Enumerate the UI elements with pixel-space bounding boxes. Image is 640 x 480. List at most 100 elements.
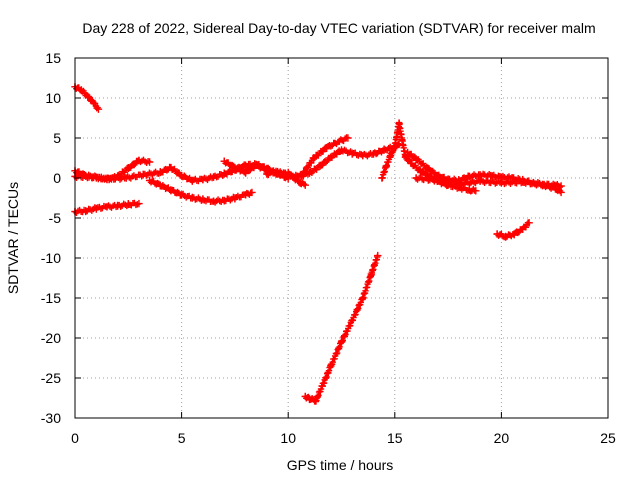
data-point	[316, 162, 324, 170]
data-point	[177, 191, 186, 199]
data-point	[209, 197, 218, 205]
data-point	[386, 151, 395, 160]
data-point	[318, 382, 327, 390]
data-point	[305, 395, 314, 403]
data-point	[465, 172, 474, 181]
data-point	[188, 194, 196, 202]
data-point	[145, 158, 154, 166]
series-arc4	[71, 199, 143, 216]
data-point	[337, 146, 346, 154]
series-arc13	[493, 219, 533, 241]
data-point	[322, 143, 331, 152]
data-point	[199, 195, 207, 204]
data-point	[327, 362, 335, 370]
data-point	[501, 232, 510, 241]
data-point	[476, 177, 484, 185]
data-point	[416, 167, 425, 175]
data-point	[94, 105, 103, 113]
data-point	[553, 185, 561, 193]
data-point	[344, 134, 352, 142]
data-point	[284, 171, 292, 180]
data-point	[263, 170, 271, 178]
x-tick-label: 25	[600, 430, 616, 446]
data-point	[493, 230, 501, 238]
data-point	[465, 186, 474, 194]
data-point	[403, 148, 412, 157]
data-point	[557, 188, 565, 197]
data-point	[312, 396, 320, 405]
x-tick-label: 20	[494, 430, 510, 446]
data-point	[199, 175, 207, 184]
data-point	[105, 175, 113, 183]
data-point	[337, 338, 346, 346]
data-point	[395, 119, 403, 128]
data-point	[540, 181, 548, 189]
x-tick-label: 15	[387, 430, 403, 446]
y-tick-label: -25	[41, 370, 61, 386]
data-point	[310, 154, 318, 162]
data-point	[209, 173, 218, 181]
data-point	[380, 146, 388, 154]
data-point	[135, 199, 143, 208]
data-point	[252, 161, 260, 169]
plot-area-frame	[74, 57, 609, 419]
data-point	[455, 180, 463, 189]
data-point	[103, 203, 111, 211]
y-tick-label: -5	[49, 210, 62, 226]
series-arc12	[412, 174, 565, 197]
data-point	[156, 181, 164, 189]
x-tick-label: 10	[280, 430, 296, 446]
data-point	[188, 176, 196, 185]
data-point	[77, 86, 86, 94]
data-point	[231, 163, 239, 172]
data-point	[476, 171, 484, 179]
data-point	[135, 156, 143, 165]
data-point	[374, 251, 382, 260]
data-point	[145, 176, 154, 185]
y-tick-label: -15	[41, 290, 61, 306]
y-axis-label: SDTVAR / TECUs	[5, 182, 21, 294]
data-point	[348, 316, 356, 325]
axis-ticks: 0 5 10 15 20 25 -30 -25 -20 -15 -10 -5 0 5 10 15	[41, 50, 616, 446]
data-series	[71, 83, 565, 405]
data-point	[241, 191, 250, 199]
data-point	[348, 149, 356, 157]
data-point	[412, 174, 420, 182]
data-point	[378, 174, 386, 182]
data-point	[519, 178, 527, 186]
data-point	[510, 230, 518, 238]
data-point	[84, 92, 92, 101]
y-tick-label: 15	[45, 50, 61, 66]
data-point	[327, 153, 335, 161]
data-point	[124, 200, 132, 209]
data-point	[305, 169, 314, 177]
data-point	[408, 159, 416, 168]
data-point	[301, 392, 309, 401]
chart-title: Day 228 of 2022, Sidereal Day-to-day VTE…	[82, 20, 595, 36]
data-point	[335, 137, 344, 145]
data-point	[401, 153, 410, 161]
data-point	[231, 194, 239, 202]
data-point	[88, 173, 96, 181]
data-point	[433, 176, 442, 185]
data-point	[557, 182, 565, 190]
data-point	[412, 155, 420, 163]
data-point	[487, 171, 495, 180]
data-point	[220, 170, 228, 178]
y-tick-label: 0	[53, 170, 61, 186]
data-point	[423, 163, 431, 172]
data-point	[297, 172, 305, 181]
data-point	[391, 142, 399, 150]
data-point	[367, 270, 376, 278]
data-point	[525, 219, 533, 227]
data-point	[220, 196, 228, 205]
data-point	[124, 164, 132, 173]
data-point	[519, 225, 527, 233]
data-point	[382, 162, 390, 170]
data-point	[359, 151, 367, 160]
data-point	[156, 168, 164, 177]
data-point	[369, 150, 378, 158]
data-point	[248, 188, 256, 197]
